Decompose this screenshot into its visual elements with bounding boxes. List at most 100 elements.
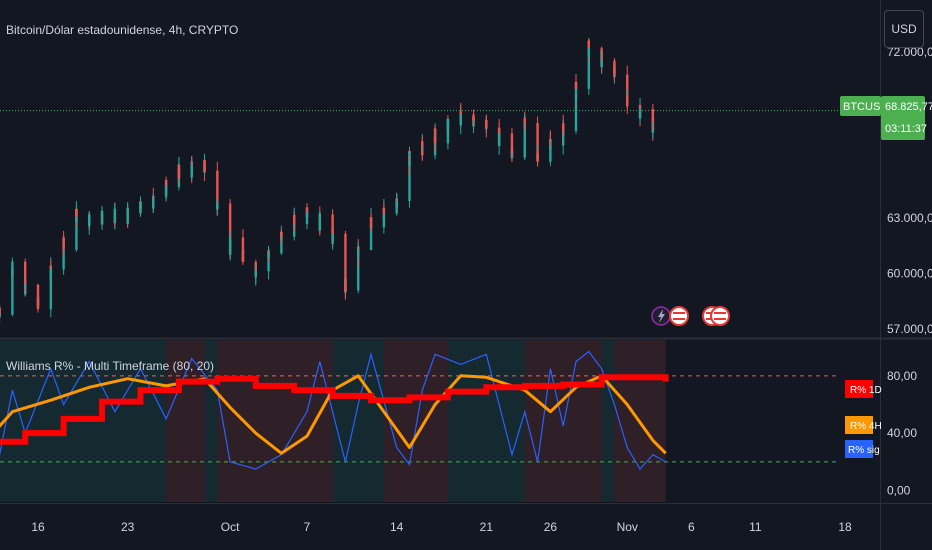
candle-body (497, 133, 501, 139)
candle-body (382, 207, 386, 214)
candle-body (11, 261, 14, 267)
candle-body (139, 202, 142, 214)
candle-body (241, 254, 245, 262)
price-tick-label: 63.000,00 (887, 211, 932, 225)
lightning-icon-glyph (658, 309, 665, 323)
candle-body (190, 165, 193, 176)
time-tick-label: 14 (390, 520, 404, 534)
candle-body (433, 136, 437, 144)
regime-shade (447, 340, 525, 502)
candle-body (536, 153, 539, 162)
symbol-label: BTCUSD (843, 101, 888, 113)
us-flag-icon-stripe (714, 312, 726, 314)
candle-body (485, 120, 488, 128)
candle-body (267, 253, 270, 272)
regime-shade (383, 340, 448, 502)
candle-body (459, 111, 462, 116)
candle-body (369, 218, 373, 250)
candle-body (587, 49, 591, 89)
time-tick-label: 18 (838, 520, 852, 534)
chart-title: Bitcoin/Dólar estadounidense, 4h, CRYPTO (6, 23, 238, 37)
last-price-badge: BTCUSD 68.825,77 03:11:37 (840, 96, 932, 140)
candle-body (433, 128, 437, 131)
candle-body (203, 160, 206, 171)
indicator-tick-label: 80,00 (887, 369, 917, 383)
grid (0, 110, 840, 463)
candle-body (49, 269, 53, 279)
us-flag-icon-stripe (673, 318, 685, 320)
price-candles[interactable] (0, 38, 655, 325)
candle-body (446, 125, 450, 134)
candle-body (497, 138, 501, 146)
candle-body (23, 261, 27, 287)
candle-body (613, 73, 616, 75)
time-tick-label: 16 (31, 520, 45, 534)
candle-body (331, 229, 334, 234)
candle-body (638, 109, 642, 116)
candle-body (75, 214, 78, 216)
r-1d-line (0, 374, 669, 445)
indicator-title: Williams R% - Multi Timeframe (80, 20) (6, 359, 214, 373)
us-flag-icon[interactable] (710, 306, 730, 326)
candle-body (241, 250, 245, 255)
candle-body (459, 114, 462, 116)
event-markers[interactable] (651, 306, 730, 326)
candle-body (357, 246, 360, 291)
candle-body (549, 145, 552, 162)
candle-body (587, 40, 591, 56)
legend-r1d-label: R% 1D (850, 385, 882, 396)
indicator-lines[interactable] (0, 350, 669, 471)
candle-body (574, 94, 578, 131)
indicator-tick-label: 40,00 (887, 426, 917, 440)
regime-shade (524, 340, 602, 502)
time-tick-label: 23 (121, 520, 135, 534)
candle-body (88, 214, 91, 227)
time-tick-label: 6 (688, 520, 695, 534)
legend-r4h-badge (845, 416, 873, 434)
candle-body (421, 153, 424, 156)
candle-body (587, 48, 591, 56)
candle-body (395, 201, 398, 208)
price-badge (881, 96, 925, 140)
price-tick-label: 60.000,00 (887, 266, 932, 280)
symbol-badge (840, 96, 881, 116)
candle-body (228, 237, 232, 252)
currency-button[interactable]: USD (884, 10, 924, 48)
candle-body (626, 74, 629, 92)
regime-shade (601, 340, 615, 502)
candle-body (357, 249, 360, 254)
candle-body (408, 160, 411, 202)
time-tick-label: 11 (749, 520, 762, 534)
candle-body (100, 210, 104, 219)
indicator-legend: R% 1D R% 4H R% sig (845, 380, 882, 458)
countdown-label: 03:11:37 (885, 123, 927, 135)
candle-body (267, 253, 270, 255)
us-flag-icon[interactable] (669, 306, 689, 326)
legend-rsig-label: R% sig (848, 445, 880, 456)
candle-body (23, 284, 27, 286)
candle-body (152, 197, 155, 205)
time-tick-label: 26 (544, 520, 558, 534)
candle-body (344, 233, 347, 293)
price-tick-label: 57.000,00 (887, 322, 932, 336)
candle-body (408, 152, 411, 155)
candle-body (23, 280, 27, 286)
legend-r4h-label: R% 4H (850, 421, 882, 432)
candle-body (216, 203, 219, 205)
candle-body (36, 305, 40, 310)
candle-body (651, 129, 655, 132)
candle-body (344, 281, 347, 291)
candle-body (369, 226, 373, 228)
time-tick-label: 21 (480, 520, 494, 534)
candle-body (510, 157, 514, 159)
candle-body (305, 213, 309, 218)
candle-body (62, 237, 65, 250)
candle-body (280, 232, 283, 237)
candle-body (561, 130, 565, 132)
candle-body (254, 271, 257, 277)
candle-body (11, 268, 14, 315)
candle-body (549, 145, 552, 150)
time-tick-label: Oct (221, 520, 240, 534)
us-flag-icon-stripe (673, 312, 685, 314)
